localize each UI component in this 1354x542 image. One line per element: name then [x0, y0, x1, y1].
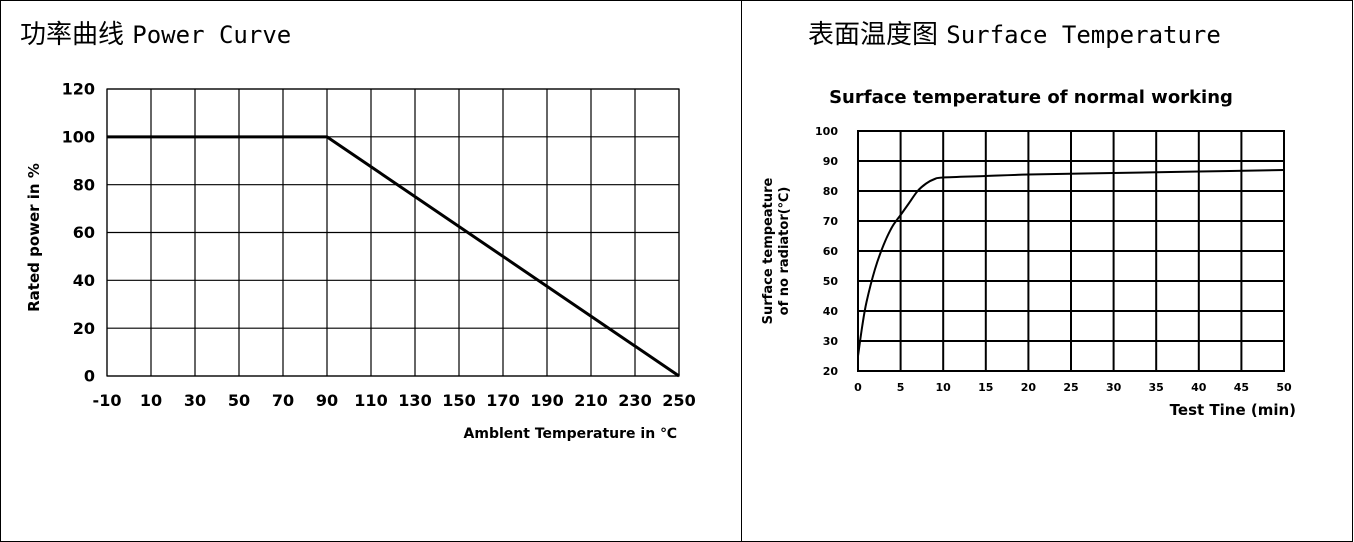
- plot-area-frame: [857, 130, 1285, 372]
- power-curve-chart: -10 10 30 50 70 90 110 130 150 170 190 210 230 250 0 20…: [25, 80, 696, 442]
- x-tick-label: 170: [486, 391, 519, 410]
- x-tick-label: 5: [897, 381, 905, 394]
- x-tick-label: 35: [1149, 381, 1164, 394]
- x-tick-label: 20: [1021, 381, 1037, 394]
- y-tick-label: 90: [823, 155, 839, 168]
- y-tick-label: 100: [815, 125, 838, 138]
- y-tick-label: 20: [823, 365, 839, 378]
- x-tick-label: 10: [936, 381, 952, 394]
- y-tick-label: 80: [73, 175, 95, 194]
- y-axis-label-line: Surface tempeature: [761, 177, 776, 324]
- y-tick-label: 80: [823, 185, 839, 198]
- x-tick-label: 130: [398, 391, 431, 410]
- data-series-line: [857, 169, 1285, 357]
- y-tick-label: 60: [73, 223, 95, 242]
- y-tick-label: 30: [823, 335, 839, 348]
- x-tick-label: 25: [1063, 381, 1078, 394]
- y-tick-label: 40: [73, 271, 95, 290]
- x-tick-label: 70: [272, 391, 294, 410]
- x-tick-label: 45: [1234, 381, 1249, 394]
- x-tick-label: 150: [442, 391, 475, 410]
- x-tick-label: 250: [662, 391, 695, 410]
- x-axis-label: Test Tine (min): [1170, 401, 1296, 419]
- x-tick-label: 210: [574, 391, 607, 410]
- surface-temperature-chart: Surface temperature of normal working 0 5 1…: [761, 87, 1296, 419]
- y-tick-label: 0: [84, 367, 95, 386]
- right-panel-header: 表面温度图 Surface Temperature: [808, 14, 1221, 51]
- left-header-chinese: 功率曲线: [20, 20, 125, 50]
- x-tick-label: -10: [93, 391, 122, 410]
- x-tick-label: 50: [1276, 381, 1292, 394]
- x-tick-label: 30: [184, 391, 206, 410]
- y-axis-label-line: of no radiator(℃): [777, 187, 792, 316]
- x-axis-label: Amblent Temperature in ℃: [464, 426, 677, 442]
- y-tick-label: 60: [823, 245, 839, 258]
- left-header-english: Power Curve: [132, 21, 292, 49]
- panel-divider: [741, 0, 742, 542]
- x-tick-label: 110: [354, 391, 387, 410]
- data-series-line: [107, 135, 680, 378]
- x-tick-label: 40: [1191, 381, 1207, 394]
- plot-area-frame: [106, 88, 680, 377]
- x-tick-label: 230: [618, 391, 651, 410]
- left-panel-header: 功率曲线 Power Curve: [20, 14, 291, 51]
- x-tick-label: 10: [140, 391, 162, 410]
- x-tick-label: 0: [854, 381, 862, 394]
- x-tick-label: 50: [228, 391, 250, 410]
- x-tick-label: 15: [978, 381, 993, 394]
- y-axis-label: Rated power in %: [25, 163, 43, 312]
- x-tick-label: 30: [1106, 381, 1122, 394]
- x-tick-label: 90: [316, 391, 338, 410]
- y-tick-label: 120: [62, 80, 95, 99]
- right-header-english: Surface Temperature: [946, 21, 1221, 49]
- y-tick-label: 40: [823, 305, 839, 318]
- y-tick-label: 100: [62, 127, 95, 146]
- y-tick-label: 20: [73, 319, 95, 338]
- right-header-chinese: 表面温度图: [808, 20, 939, 50]
- y-tick-label: 70: [823, 215, 839, 228]
- y-tick-label: 50: [823, 275, 839, 288]
- x-tick-label: 190: [530, 391, 563, 410]
- chart-title: Surface temperature of normal working: [829, 87, 1233, 108]
